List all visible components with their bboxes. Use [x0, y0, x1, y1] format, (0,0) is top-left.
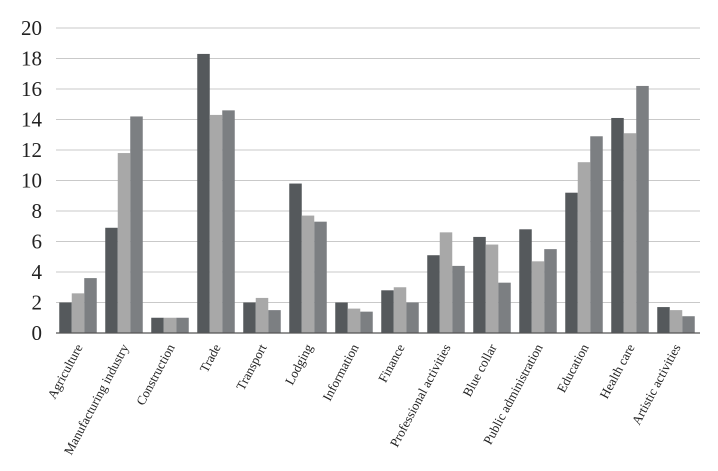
x-category-label: Transport — [233, 341, 270, 393]
bar — [243, 302, 256, 333]
bar — [130, 116, 143, 333]
bar — [485, 244, 499, 333]
y-tick-label: 12 — [21, 138, 42, 162]
y-tick-label: 6 — [32, 230, 43, 254]
bar — [105, 227, 118, 333]
y-axis-tick-labels: 0 2 4 6 8 10 12 14 16 18 20 — [21, 16, 43, 345]
bar — [163, 317, 177, 333]
bar — [682, 316, 695, 333]
bar — [289, 183, 302, 333]
x-category-label: Information — [319, 341, 362, 403]
y-tick-label: 4 — [32, 260, 43, 284]
bar — [577, 162, 591, 333]
bars — [59, 53, 695, 334]
bar — [360, 311, 373, 333]
x-category-label: Education — [554, 341, 592, 395]
y-tick-label: 8 — [32, 199, 43, 223]
bar — [636, 85, 649, 333]
bar — [301, 215, 315, 333]
bar — [531, 261, 545, 333]
bar — [590, 136, 603, 333]
bar — [347, 308, 361, 333]
bar — [393, 287, 407, 333]
y-tick-label: 0 — [32, 321, 43, 345]
bar — [151, 317, 164, 333]
x-category-label: Agriculture — [44, 341, 85, 401]
x-category-label: Artistic activities — [629, 341, 684, 427]
bar — [255, 297, 269, 333]
bar — [519, 229, 532, 333]
y-tick-label: 14 — [21, 108, 43, 132]
x-category-label: Construction — [133, 341, 178, 408]
bar — [611, 117, 624, 333]
y-tick-label: 18 — [21, 47, 42, 71]
x-category-label: Blue collar — [459, 341, 500, 399]
bar — [452, 265, 465, 333]
x-category-label: Lodging — [282, 341, 316, 387]
bar — [473, 236, 486, 333]
bar — [544, 249, 557, 333]
bar — [71, 293, 85, 333]
bar — [268, 310, 281, 333]
bar — [197, 53, 210, 334]
bar — [117, 153, 131, 333]
bar — [222, 110, 235, 333]
bar — [427, 255, 440, 333]
bar — [657, 307, 670, 333]
bar — [176, 317, 189, 333]
bar — [59, 302, 72, 333]
bar — [209, 114, 223, 333]
y-tick-label: 16 — [21, 77, 42, 101]
x-category-label: Finance — [375, 341, 408, 385]
gridlines — [56, 27, 700, 303]
bar — [335, 302, 348, 333]
y-tick-label: 10 — [21, 169, 42, 193]
bar — [84, 278, 97, 333]
x-category-label: Health care — [596, 341, 637, 401]
bar — [498, 282, 511, 333]
y-tick-label: 2 — [32, 291, 43, 315]
y-tick-label: 20 — [21, 16, 42, 40]
bar — [565, 192, 578, 333]
bar — [669, 310, 683, 333]
bar — [406, 302, 419, 333]
bar — [623, 133, 637, 333]
bar — [439, 232, 453, 333]
x-category-label: Trade — [196, 341, 223, 375]
bar — [314, 221, 327, 333]
bar — [381, 290, 394, 333]
